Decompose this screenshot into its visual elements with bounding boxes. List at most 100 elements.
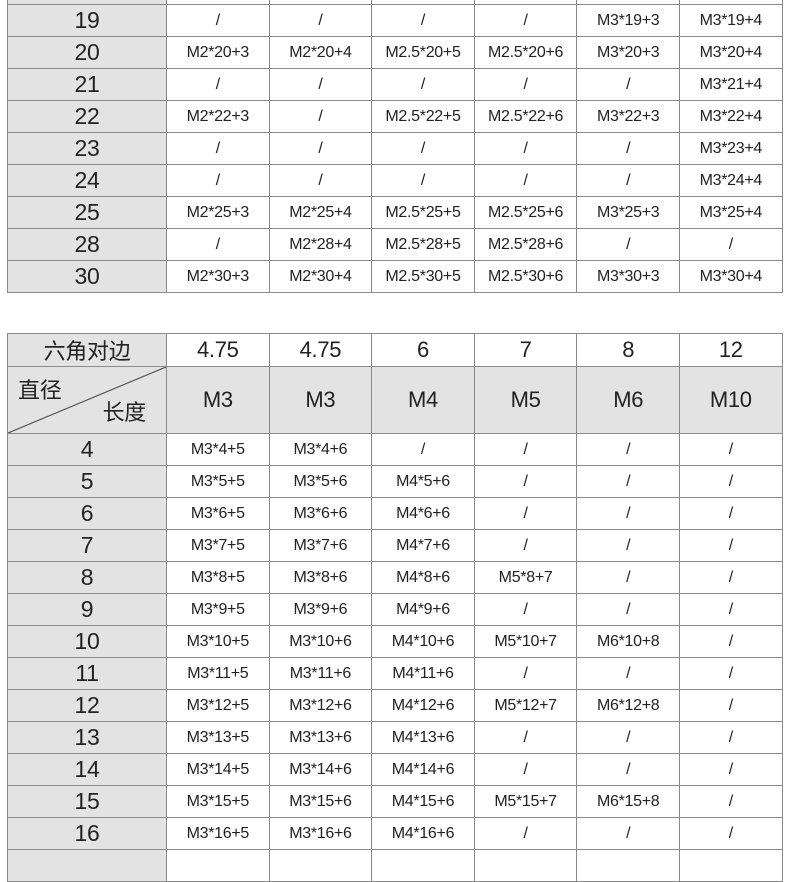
length-cell: 9 <box>7 593 167 626</box>
table-row: 23// / / / M3*23+4 <box>7 132 783 165</box>
spec-cell: M3*20+4 <box>678 36 783 69</box>
spec-cell <box>473 849 578 882</box>
spec-cell: / <box>268 100 373 133</box>
spec-cell: M3*13+5 <box>166 721 270 754</box>
spec-cell: / <box>473 4 578 37</box>
spec-cell: M4*13+6 <box>371 721 475 754</box>
spec-cell: / <box>678 529 783 562</box>
spec-cell: M3*24+4 <box>678 164 783 197</box>
spec-cell: M3*8+6 <box>268 561 373 594</box>
table-row: 24// / / / M3*24+4 <box>7 164 783 197</box>
diameter-label: 直径 <box>18 378 62 403</box>
spec-cell: M3*13+6 <box>268 721 373 754</box>
spec-cell: / <box>576 497 680 530</box>
length-cell: 16 <box>7 817 167 850</box>
spec-cell: / <box>576 164 680 197</box>
spec-cell: / <box>268 132 373 165</box>
length-cell: 5 <box>7 465 167 498</box>
spec-cell: / <box>678 593 783 626</box>
table-row: 28/M2*28+4 M2.5*28+5 M2.5*28+6// <box>7 228 783 261</box>
spec-cell: / <box>371 4 475 37</box>
table-row: 5 M3*5+5 M3*5+6 M4*5+6// / <box>7 465 783 498</box>
diameter-value: M6 <box>576 366 680 434</box>
spec-cell: / <box>576 593 680 626</box>
spec-cell: M3*15+6 <box>268 785 373 818</box>
spec-cell: M3*6+6 <box>268 497 373 530</box>
spec-cell: M2.5*20+5 <box>371 36 475 69</box>
spec-cell: / <box>678 785 783 818</box>
spec-cell: M2.5*22+6 <box>473 100 578 133</box>
spec-cell: M3*30+4 <box>678 260 783 293</box>
spec-cell: M3*16+6 <box>268 817 373 850</box>
spec-cell: M4*10+6 <box>371 625 475 658</box>
spec-cell: M3*9+6 <box>268 593 373 626</box>
spec-cell: M4*8+6 <box>371 561 475 594</box>
spec-cell: M3*12+6 <box>268 689 373 722</box>
length-cell: 20 <box>7 36 167 69</box>
spec-cell <box>371 849 475 882</box>
table-row: 9 M3*9+5 M3*9+6 M4*9+6// / <box>7 593 783 626</box>
length-cell: 22 <box>7 100 167 133</box>
length-cell: 21 <box>7 68 167 101</box>
length-cell: 6 <box>7 497 167 530</box>
hex-label: 六角对边 <box>7 333 167 367</box>
spec-cell: M2.5*30+6 <box>473 260 578 293</box>
spec-cell: M3*16+5 <box>166 817 270 850</box>
spec-cell: / <box>678 497 783 530</box>
spec-cell: M4*11+6 <box>371 657 475 690</box>
spec-cell: M3*5+5 <box>166 465 270 498</box>
length-cell <box>7 849 167 882</box>
spec-cell: M3*4+5 <box>166 433 270 466</box>
spec-cell: / <box>166 4 270 37</box>
spec-cell: M3*19+4 <box>678 4 783 37</box>
spec-cell: M3*11+5 <box>166 657 270 690</box>
table-row: 4 M3*4+5 M3*4+6// / / <box>7 433 783 466</box>
hex-value: 6 <box>371 333 475 367</box>
spec-cell: / <box>473 433 578 466</box>
spec-cell: / <box>576 561 680 594</box>
diameter-value: M3 <box>166 366 270 434</box>
table-row: 19// / / M3*19+3 M3*19+4 <box>7 4 783 37</box>
spec-cell: M3*30+3 <box>576 260 680 293</box>
spec-cell: M4*16+6 <box>371 817 475 850</box>
spec-cell: M4*9+6 <box>371 593 475 626</box>
spec-cell: / <box>473 164 578 197</box>
spec-cell: / <box>576 132 680 165</box>
spec-cell: / <box>678 657 783 690</box>
table-row: 20 M2*20+3 M2*20+4 M2.5*20+5 M2.5*20+6 M3*20+… <box>7 36 783 69</box>
spec-cell: M3*25+4 <box>678 196 783 229</box>
spec-cell: / <box>473 753 578 786</box>
spec-cell: / <box>473 465 578 498</box>
spec-cell: M2.5*30+5 <box>371 260 475 293</box>
spec-cell: M2.5*22+5 <box>371 100 475 133</box>
spec-cell: / <box>473 497 578 530</box>
spec-cell: M4*14+6 <box>371 753 475 786</box>
spec-cell: / <box>576 817 680 850</box>
table-row: 14 M3*14+5 M3*14+6 M4*14+6// / <box>7 753 783 786</box>
spec-cell: / <box>473 721 578 754</box>
length-cell: 24 <box>7 164 167 197</box>
spec-cell: / <box>268 4 373 37</box>
spec-cell: M3*10+5 <box>166 625 270 658</box>
spec-cell: M3*14+5 <box>166 753 270 786</box>
spec-cell: M4*6+6 <box>371 497 475 530</box>
corner-header: 直径 长度 <box>7 366 167 434</box>
table-row: 25 M2*25+3 M2*25+4 M2.5*25+5 M2.5*25+6 M3*25+… <box>7 196 783 229</box>
hex-value: 7 <box>473 333 578 367</box>
spec-cell: / <box>678 433 783 466</box>
table-row: 7 M3*7+5 M3*7+6 M4*7+6// / <box>7 529 783 562</box>
spec-cell: / <box>166 68 270 101</box>
spec-cell: / <box>678 465 783 498</box>
spec-cell: / <box>473 593 578 626</box>
spec-cell: M3*23+4 <box>678 132 783 165</box>
spec-cell: M3*21+4 <box>678 68 783 101</box>
hex-value: 8 <box>576 333 680 367</box>
spec-cell: / <box>473 68 578 101</box>
spec-cell: M2.5*25+6 <box>473 196 578 229</box>
diameter-value: M3 <box>268 366 373 434</box>
spec-cell: / <box>166 132 270 165</box>
spec-cell <box>678 849 783 882</box>
spec-cell: M5*8+7 <box>473 561 578 594</box>
spec-cell: / <box>268 68 373 101</box>
hex-value: 4.75 <box>166 333 270 367</box>
